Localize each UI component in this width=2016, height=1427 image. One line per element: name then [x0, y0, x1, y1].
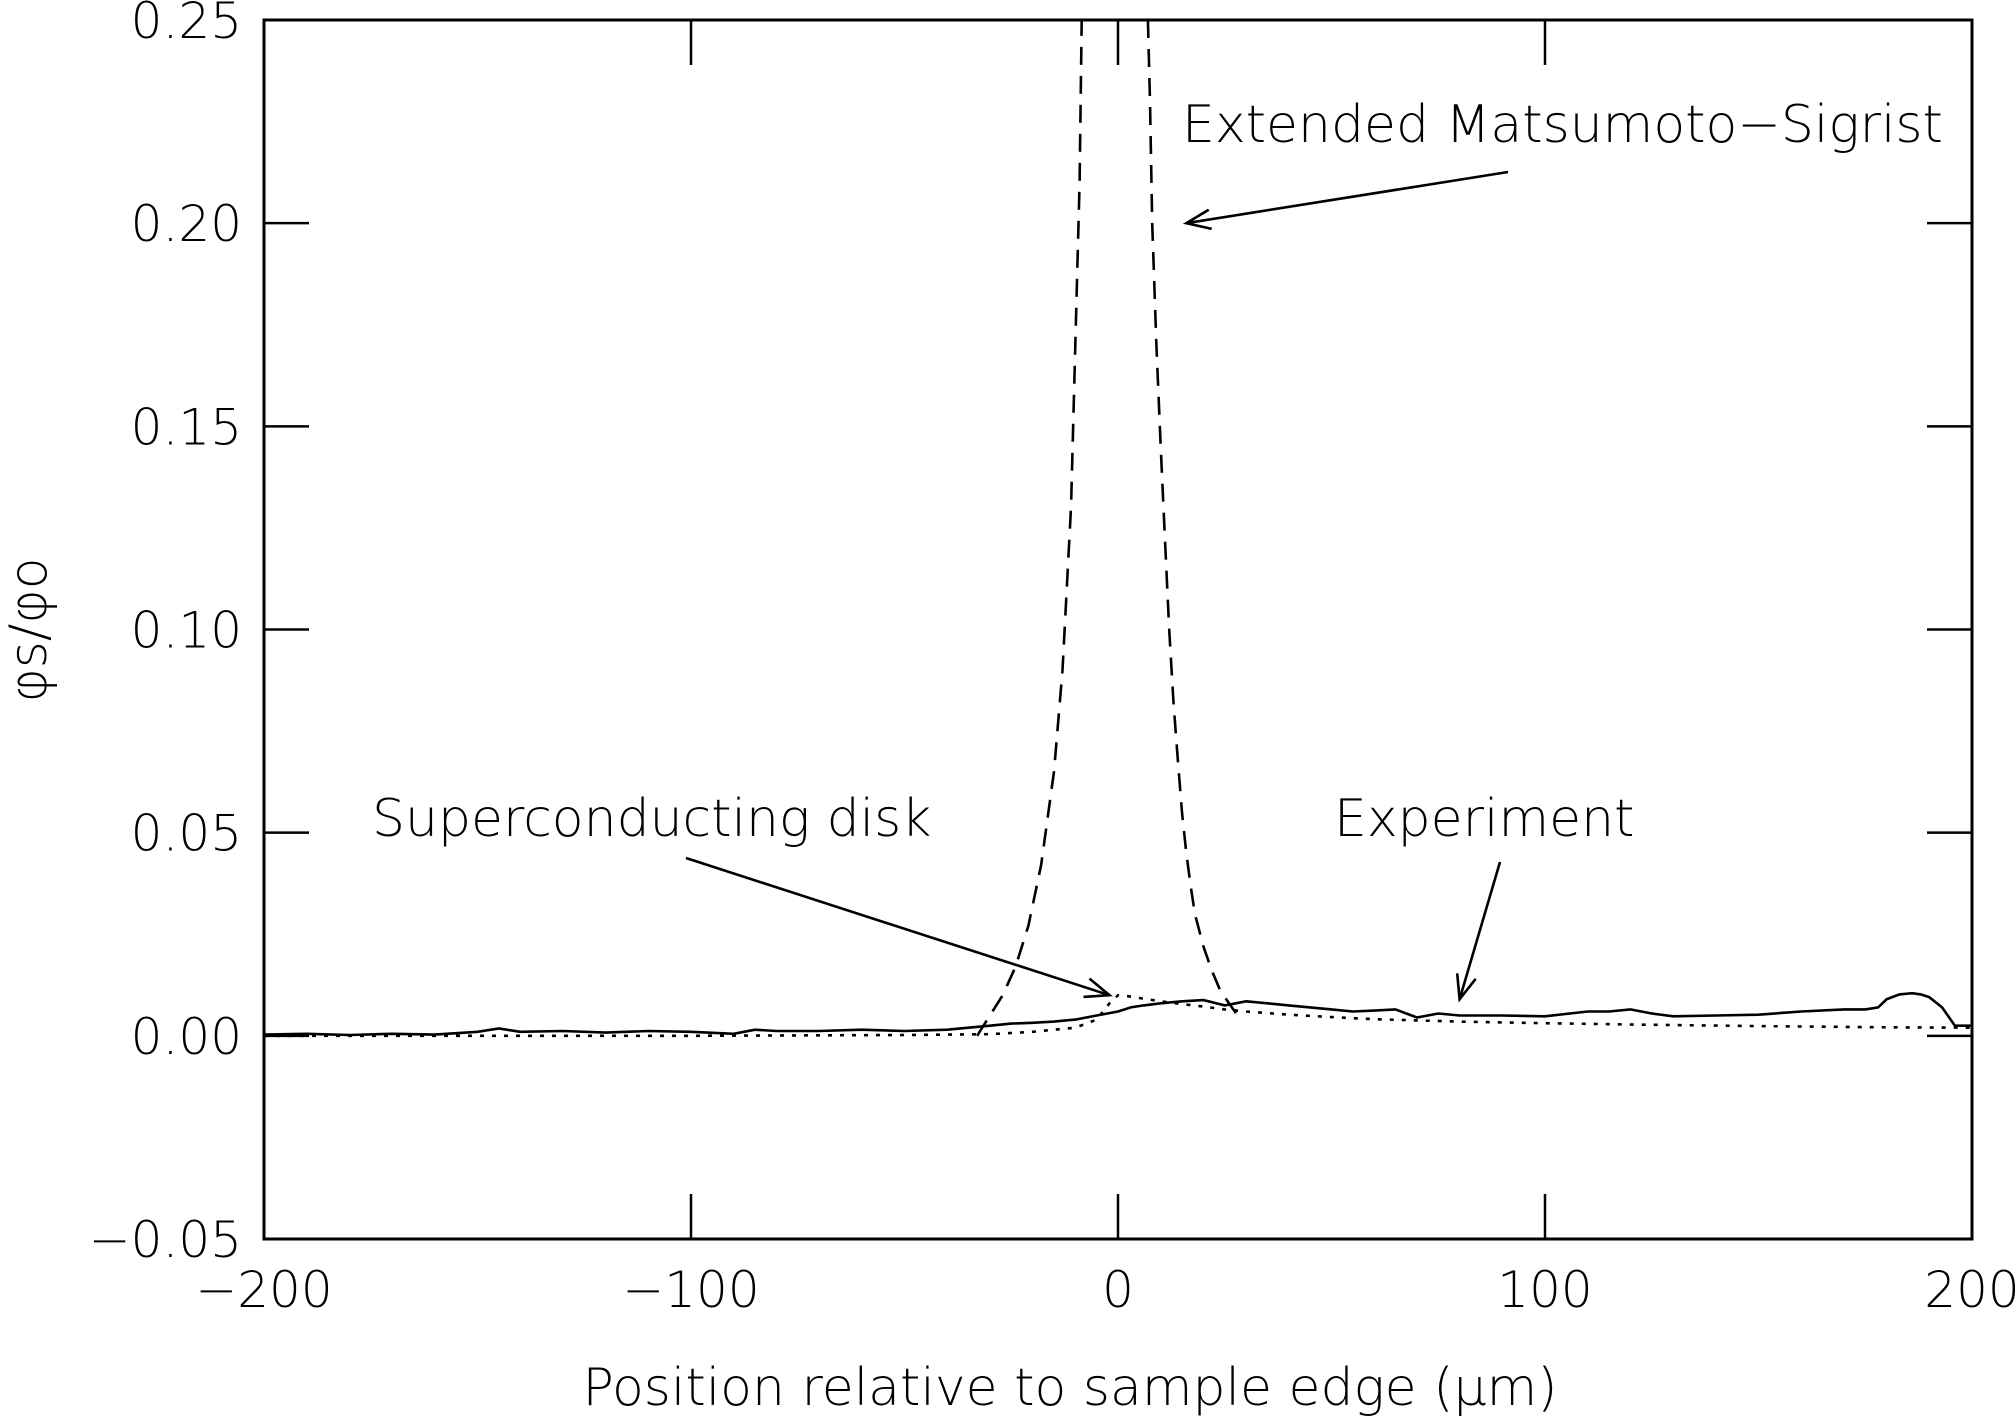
x-tick-label: −100 [622, 1261, 759, 1319]
x-tick-label: 0 [1102, 1261, 1134, 1319]
data-series [263, 19, 1973, 1038]
y-tick-label: 0.05 [131, 805, 242, 863]
x-axis-title: Position relative to sample edge (μm) [582, 1358, 1557, 1418]
annotation-arrows [685, 170, 1509, 1003]
annotation-arrowhead-0 [1182, 208, 1212, 231]
plot-frame [262, 18, 1974, 1241]
series-line-solid-0 [263, 991, 1972, 1037]
annotation-arrow-2 [1458, 861, 1502, 1000]
annotation-arrowhead-2 [1455, 973, 1477, 1003]
y-tick-label: 0.20 [131, 195, 242, 253]
y-tick-label: −0.05 [89, 1211, 242, 1269]
axis-tick-labels: −200 −100 0 100 200 −0.05 0.00 0.05 0.10 0.15 0.20… [89, 0, 2016, 1319]
axis-ticks [262, 18, 1974, 1241]
y-tick-label: 0.10 [131, 602, 242, 660]
annotation-superconducting-disk: Superconducting disk [372, 789, 931, 849]
annotation-extended-matsumoto-sigrist: Extended Matsumoto−Sigrist [1182, 95, 1943, 155]
x-tick-label: 200 [1924, 1261, 2016, 1319]
annotation-arrowhead-1 [1083, 977, 1113, 999]
x-tick-label: −200 [195, 1261, 332, 1319]
annotation-arrow-0 [1186, 170, 1509, 225]
y-tick-label: 0.25 [131, 0, 242, 50]
annotation-labels: Extended Matsumoto−Sigrist Superconducti… [372, 95, 1943, 849]
series-line-dashed-1 [976, 19, 1083, 1037]
x-tick-label: 100 [1497, 1261, 1592, 1319]
series-line-dotted-3 [264, 993, 1973, 1038]
y-axis-title: φs/φo [0, 557, 59, 702]
annotation-experiment: Experiment [1334, 789, 1634, 849]
y-tick-label: 0.15 [131, 398, 242, 456]
series-line-dashed-2 [1146, 19, 1239, 1017]
annotation-arrow-1 [685, 856, 1110, 997]
y-tick-label: 0.00 [131, 1008, 242, 1066]
